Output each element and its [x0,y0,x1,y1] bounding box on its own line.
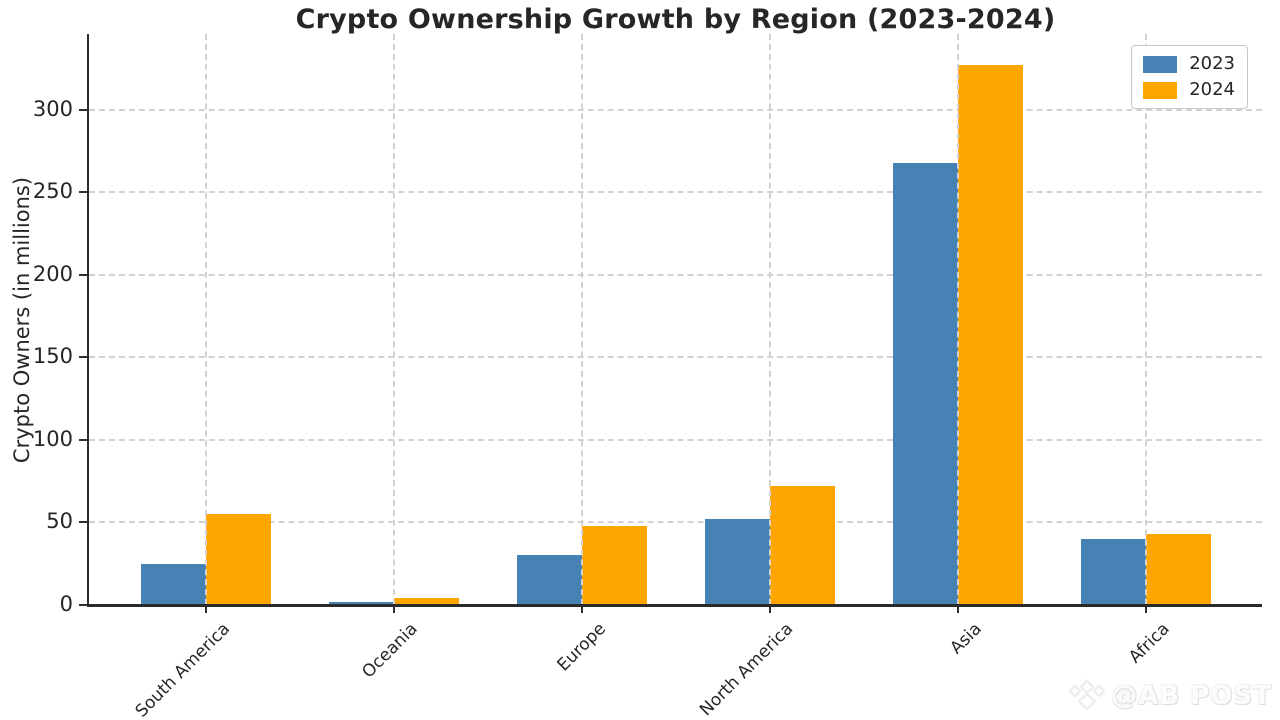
x-tick-south-america [204,607,207,613]
x-tick-label-europe: Europe [553,619,610,676]
watermark-text: @AB POST [1111,681,1272,711]
gridline-y-200 [89,273,1262,276]
x-tick-label-africa: Africa [1125,619,1174,668]
bar-2024-africa [1145,534,1211,605]
y-tick-label-100: 100 [32,426,73,451]
bar-2023-north-america [704,519,770,605]
x-tick-label-oceania: Oceania [358,619,422,683]
x-axis-spine [87,604,1262,607]
y-tick-200 [79,273,87,276]
bar-2023-oceania [328,601,394,605]
y-tick-label-250: 250 [32,179,73,204]
x-tick-label-south-america: South America [131,619,234,720]
gridline-x-oceania [392,34,395,605]
bar-2024-europe [581,525,647,605]
y-tick-50 [79,521,87,524]
y-tick-100 [79,438,87,441]
x-tick-asia [956,607,959,613]
legend-label-2024: 2024 [1189,79,1235,100]
y-tick-label-0: 0 [59,592,73,616]
bar-2024-oceania [393,598,459,605]
x-tick-europe [580,607,583,613]
y-tick-300 [79,108,87,111]
x-tick-africa [1144,607,1147,613]
y-tick-label-300: 300 [32,96,73,121]
legend-item-2024: 2024 [1143,81,1235,99]
gridline-y-250 [89,191,1262,194]
x-tick-label-asia: Asia [946,619,986,659]
gridline-x-south-america [204,34,207,605]
chart-title: Crypto Ownership Growth by Region (2023-… [295,4,1056,35]
x-tick-north-america [768,607,771,613]
gridline-y-150 [89,356,1262,359]
bar-2024-north-america [769,486,835,605]
gridline-y-300 [89,108,1262,111]
y-tick-label-150: 150 [32,344,73,369]
bar-2023-asia [892,162,958,605]
y-tick-0 [79,604,87,606]
legend-swatch-2023 [1143,55,1178,73]
y-tick-150 [79,356,87,359]
gridline-x-europe [580,34,583,605]
y-tick-label-50: 50 [46,509,73,534]
x-tick-oceania [392,607,395,613]
gridline-x-africa [1144,34,1147,605]
gridline-x-asia [956,34,959,605]
bar-2023-europe [516,555,582,605]
y-tick-label-200: 200 [32,261,73,286]
legend: 2023 2024 [1131,45,1248,109]
gridline-x-north-america [768,34,771,605]
bar-2023-africa [1080,538,1146,605]
legend-swatch-2024 [1143,81,1178,99]
watermark: @AB POST [1067,678,1272,714]
legend-label-2023: 2023 [1189,53,1235,74]
y-axis-spine [87,34,89,607]
legend-item-2023: 2023 [1143,55,1235,73]
gridline-y-50 [89,521,1262,524]
bar-2024-asia [957,65,1023,605]
bar-2024-south-america [205,514,271,605]
y-tick-250 [79,191,87,194]
diamond-crown-icon [1067,678,1107,714]
bar-2023-south-america [140,563,206,605]
x-tick-label-north-america: North America [696,619,798,720]
gridline-y-100 [89,438,1262,441]
